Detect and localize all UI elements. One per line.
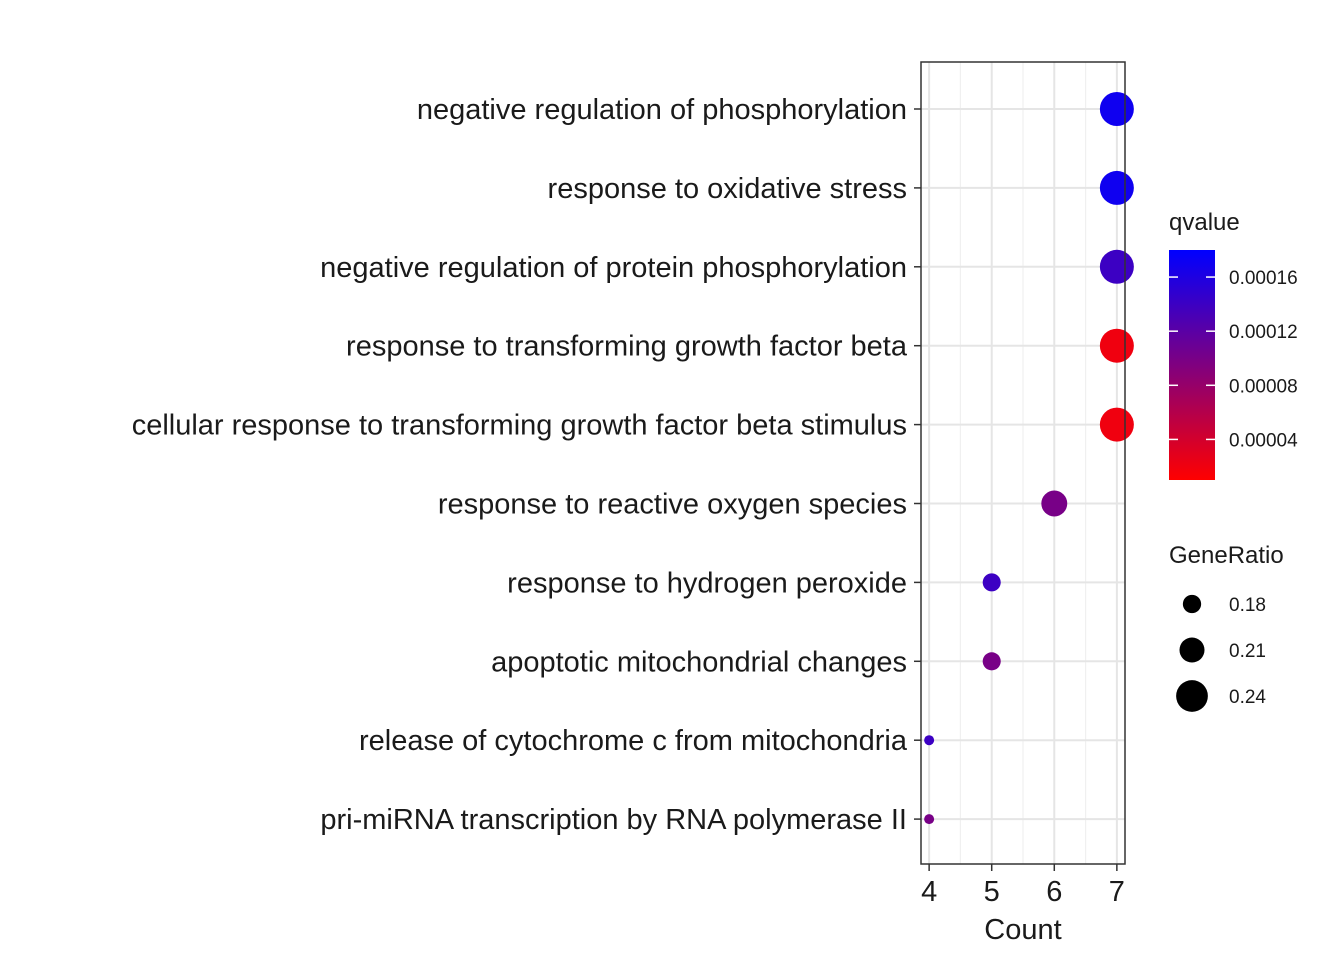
x-axis-title: Count	[984, 914, 1061, 946]
generatio-legend: GeneRatio 0.18 0.21 0.24	[1169, 542, 1284, 712]
y-tick-label: response to hydrogen peroxide	[507, 567, 907, 599]
colorbar-tick-label: 0.00016	[1229, 268, 1298, 289]
data-point	[982, 573, 1001, 592]
x-tick-label: 6	[1046, 876, 1062, 908]
data-point	[1099, 328, 1134, 363]
qvalue-colorbar-ticks: 0.00004 0.00008 0.00012 0.00016	[1169, 268, 1298, 451]
colorbar-tick-label: 0.00004	[1229, 430, 1298, 451]
y-tick-label: apoptotic mitochondrial changes	[491, 646, 907, 678]
colorbar-tick-label: 0.00012	[1229, 322, 1298, 343]
data-point	[924, 814, 935, 825]
y-tick-label: negative regulation of protein phosphory…	[320, 252, 907, 284]
qvalue-colorbar	[1169, 250, 1215, 480]
data-point	[982, 652, 1001, 671]
minor-gridlines	[959, 62, 1087, 864]
y-tick-label: pri-miRNA transcription by RNA polymeras…	[320, 804, 907, 836]
y-axis: negative regulation of phosphorylation re…	[132, 94, 921, 836]
x-tick-label: 4	[921, 876, 937, 908]
y-tick-label: negative regulation of phosphorylation	[417, 94, 907, 126]
generatio-legend-title: GeneRatio	[1169, 542, 1284, 569]
data-point	[1099, 407, 1134, 442]
data-point	[1099, 92, 1134, 126]
size-legend-label: 0.18	[1229, 595, 1266, 616]
size-legend-label: 0.24	[1229, 687, 1266, 708]
size-legend-key	[1176, 680, 1208, 712]
x-axis: 4 5 6 7	[921, 864, 1125, 908]
panel-border	[920, 61, 1126, 865]
data-point	[1099, 249, 1134, 284]
y-tick-label: response to transforming growth factor b…	[346, 331, 908, 363]
x-tick-label: 7	[1109, 876, 1125, 908]
data-point	[924, 735, 935, 746]
qvalue-legend-title: qvalue	[1169, 209, 1240, 236]
data-point	[1041, 490, 1068, 517]
size-legend-key	[1182, 594, 1202, 614]
x-tick-label: 5	[984, 876, 1000, 908]
data-point	[1099, 170, 1134, 205]
generatio-legend-items: 0.18 0.21 0.24	[1176, 594, 1266, 712]
y-tick-label: response to reactive oxygen species	[438, 489, 907, 521]
size-legend-key	[1179, 637, 1205, 663]
y-tick-label: response to oxidative stress	[548, 173, 907, 205]
y-tick-label: cellular response to transforming growth…	[132, 410, 907, 442]
size-legend-label: 0.21	[1229, 641, 1266, 662]
colorbar-tick-label: 0.00008	[1229, 376, 1298, 397]
y-tick-label: release of cytochrome c from mitochondri…	[359, 725, 908, 757]
major-gridlines	[921, 62, 1125, 864]
qvalue-legend: qvalue 0.00004 0.00008 0.00012 0.00016	[1169, 209, 1298, 480]
